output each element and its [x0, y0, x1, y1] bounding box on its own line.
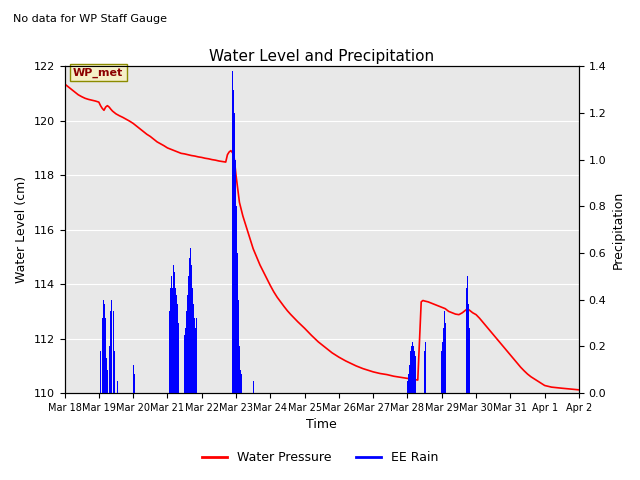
Bar	[177, 304, 178, 393]
Bar	[407, 382, 408, 393]
Bar	[175, 288, 176, 393]
Bar	[169, 312, 170, 393]
Bar	[190, 248, 191, 393]
Bar	[200, 323, 202, 393]
Bar	[469, 328, 470, 393]
Legend: Water Pressure, EE Rain: Water Pressure, EE Rain	[196, 446, 444, 469]
Bar	[238, 300, 239, 393]
Bar	[408, 374, 409, 393]
Bar	[410, 351, 411, 393]
Bar	[425, 342, 426, 393]
Bar	[186, 312, 187, 393]
Bar	[189, 258, 190, 393]
Bar	[468, 304, 469, 393]
Bar	[178, 323, 179, 393]
Bar	[445, 323, 446, 393]
Bar	[111, 300, 112, 393]
Bar	[132, 365, 134, 393]
Bar	[104, 304, 105, 393]
Bar	[241, 374, 243, 393]
Bar	[170, 288, 171, 393]
Bar	[236, 206, 237, 393]
Bar	[195, 328, 196, 393]
Bar	[113, 312, 114, 393]
Bar	[172, 288, 173, 393]
Bar	[413, 347, 414, 393]
Bar	[117, 382, 118, 393]
Bar	[191, 264, 192, 393]
Bar	[458, 295, 460, 393]
Bar	[107, 370, 108, 393]
Bar	[174, 272, 175, 393]
Bar	[196, 318, 197, 393]
Bar	[110, 312, 111, 393]
Bar	[444, 312, 445, 393]
Bar	[198, 300, 200, 393]
Bar	[106, 358, 107, 393]
Text: WP_met: WP_met	[73, 68, 124, 78]
X-axis label: Time: Time	[307, 419, 337, 432]
Text: No data for WP Staff Gauge: No data for WP Staff Gauge	[13, 13, 167, 24]
Y-axis label: Precipitation: Precipitation	[612, 191, 625, 269]
Bar	[233, 89, 234, 393]
Bar	[105, 318, 106, 393]
Bar	[442, 342, 444, 393]
Y-axis label: Water Level (cm): Water Level (cm)	[15, 176, 28, 283]
Bar	[411, 347, 412, 393]
Bar	[184, 335, 185, 393]
Bar	[467, 276, 468, 393]
Bar	[234, 113, 235, 393]
Bar	[414, 351, 415, 393]
Bar	[239, 347, 240, 393]
Bar	[412, 342, 413, 393]
Bar	[103, 300, 104, 393]
Bar	[185, 328, 186, 393]
Bar	[461, 342, 463, 393]
Bar	[415, 356, 416, 393]
Bar	[424, 351, 425, 393]
Bar	[193, 304, 195, 393]
Bar	[466, 288, 467, 393]
Bar	[114, 351, 115, 393]
Bar	[188, 276, 189, 393]
Bar	[100, 351, 101, 393]
Bar	[447, 335, 449, 393]
Bar	[134, 374, 135, 393]
Title: Water Level and Precipitation: Water Level and Precipitation	[209, 48, 435, 63]
Bar	[409, 365, 410, 393]
Bar	[171, 276, 172, 393]
Bar	[232, 71, 233, 393]
Bar	[237, 253, 238, 393]
Bar	[176, 295, 177, 393]
